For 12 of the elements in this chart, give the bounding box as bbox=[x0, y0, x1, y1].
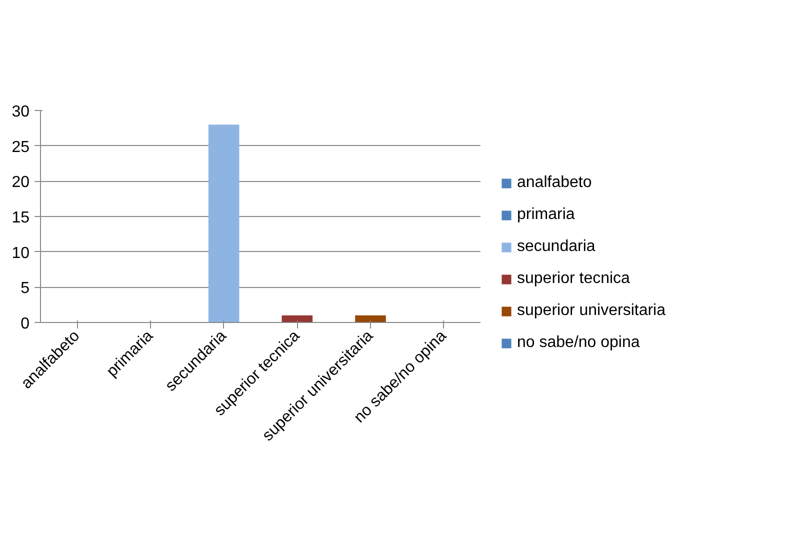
y-tick-label: 20 bbox=[12, 174, 30, 192]
legend-label: primaria bbox=[517, 206, 575, 224]
y-tick-label: 25 bbox=[12, 138, 30, 156]
legend-label: superior universitaria bbox=[517, 302, 666, 320]
y-tick-label: 30 bbox=[12, 104, 30, 120]
y-tick-label: 15 bbox=[12, 210, 30, 226]
legend-label: superior tecnica bbox=[517, 270, 630, 288]
y-tick-label: 5 bbox=[20, 280, 30, 298]
y-tick-label: 10 bbox=[12, 244, 30, 262]
legend-label: analfabeto bbox=[517, 174, 592, 192]
legend-label: secundaria bbox=[517, 238, 596, 256]
y-tick-label: 0 bbox=[20, 316, 30, 332]
